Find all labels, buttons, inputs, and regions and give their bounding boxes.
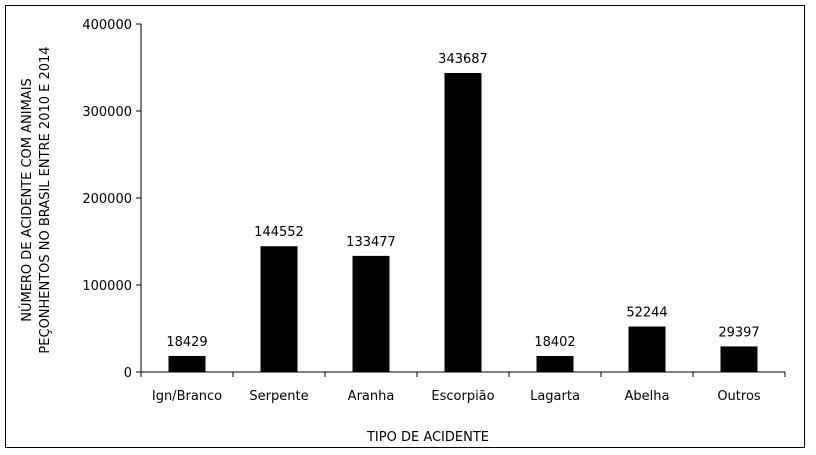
chart-frame	[5, 5, 805, 448]
bar	[536, 355, 574, 372]
y-axis-title-line-1: NÚMERO DE ACIDENTE COM ANIMAIS	[19, 78, 35, 322]
x-tick-label: Ign/Branco	[152, 389, 222, 404]
x-tick-label: Outros	[717, 389, 761, 404]
bars	[168, 72, 758, 372]
x-axis: Ign/Branco Serpente Aranha Escorpião Lagarta…	[140, 371, 786, 404]
y-tick-label: 400000	[82, 18, 132, 33]
y-tick-label: 300000	[82, 105, 132, 120]
data-label: 29397	[718, 325, 759, 340]
bar	[444, 72, 482, 372]
bar	[260, 246, 298, 372]
x-tick-label: Escorpião	[431, 389, 494, 404]
bar	[352, 255, 390, 372]
bar	[168, 355, 206, 372]
data-label: 343687	[438, 52, 488, 67]
y-axis: 0 100000 200000 300000 400000	[82, 18, 142, 381]
bar	[720, 346, 758, 372]
data-label: 52244	[626, 306, 667, 321]
x-axis-title: TIPO DE ACIDENTE	[366, 430, 489, 445]
x-tick-label: Serpente	[249, 389, 308, 404]
y-tick-label: 100000	[82, 279, 132, 294]
data-label: 133477	[346, 235, 396, 250]
y-tick-label: 200000	[82, 192, 132, 207]
y-axis-title-line-2: PEÇONHENTOS NO BRASIL ENTRE 2010 E 2014	[38, 46, 53, 353]
value-labels: 18429 144552 133477 343687 18402 52244 29397	[166, 52, 759, 350]
y-tick-label: 0	[124, 366, 132, 381]
data-label: 144552	[254, 225, 304, 240]
x-tick-label: Lagarta	[530, 389, 580, 404]
data-label: 18402	[534, 335, 575, 350]
data-label: 18429	[166, 335, 207, 350]
x-tick-label: Abelha	[625, 389, 670, 404]
bar	[628, 326, 666, 372]
x-tick-label: Aranha	[348, 389, 395, 404]
